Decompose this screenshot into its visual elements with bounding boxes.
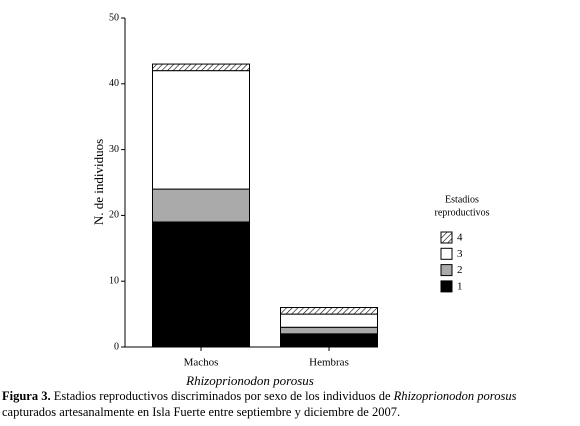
caption-label: Figura 3.: [2, 389, 51, 403]
x-tick-label: Machos: [184, 357, 219, 369]
bar-segment: [280, 307, 378, 315]
legend-title: reproductivos: [435, 207, 490, 218]
bar-segment: [280, 326, 378, 335]
legend-swatch: [440, 247, 453, 260]
bar-segment: [152, 188, 250, 223]
bar-segment: [152, 70, 250, 190]
y-tick-label: 30: [109, 144, 119, 155]
bar-segment: [280, 333, 378, 348]
legend-label: 2: [457, 264, 463, 276]
x-tick-label: Hembras: [309, 357, 349, 369]
y-tick-label: 0: [114, 341, 119, 352]
x-axis-label: Rhizoprionodon porosus: [185, 373, 314, 388]
caption-text: capturados artesanalmente en Isla Fuerte…: [2, 405, 401, 419]
y-tick-label: 50: [109, 12, 119, 23]
legend-label: 3: [457, 248, 463, 260]
bar-segment: [152, 221, 250, 348]
legend-label: 4: [457, 232, 463, 244]
legend-label: 1: [457, 280, 463, 292]
legend-swatch: [440, 280, 453, 293]
caption: Figura 3. Estadios reproductivos discrim…: [2, 388, 578, 420]
legend-swatch: [440, 231, 453, 244]
chart: N. de individuos Rhizoprionodon porosus …: [91, 12, 490, 388]
y-axis-label: N. de individuos: [91, 139, 106, 225]
legend-swatch: [440, 264, 453, 277]
legend-title: Estadios: [445, 194, 479, 205]
y-tick-label: 10: [109, 275, 119, 286]
y-tick-label: 40: [109, 78, 119, 89]
bar-segment: [152, 63, 250, 72]
bar-segment: [280, 313, 378, 328]
y-tick-label: 20: [109, 210, 119, 221]
caption-species: Rhizoprionodon porosus: [393, 389, 517, 403]
caption-text: Estadios reproductivos discriminados por…: [50, 389, 394, 403]
